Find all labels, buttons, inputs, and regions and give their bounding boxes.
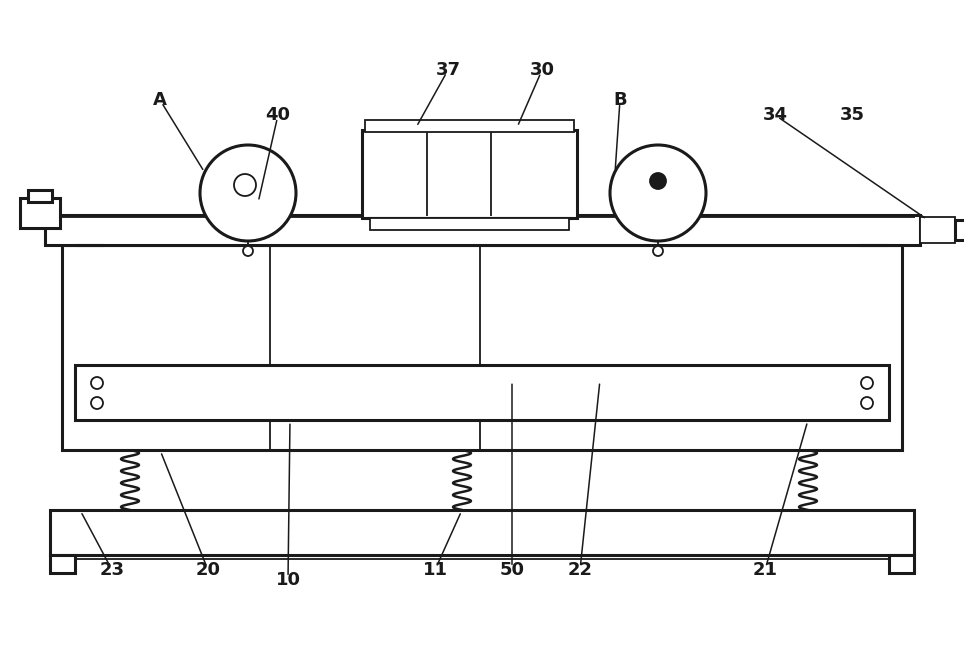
Bar <box>62 245 902 450</box>
Circle shape <box>861 377 873 389</box>
Circle shape <box>200 145 296 241</box>
Text: 37: 37 <box>436 61 461 79</box>
Text: A: A <box>153 91 167 109</box>
Text: B: B <box>613 91 627 109</box>
Circle shape <box>91 397 103 409</box>
Text: 11: 11 <box>422 561 447 579</box>
Bar <box>28 190 52 202</box>
Circle shape <box>653 246 663 256</box>
Bar <box>920 217 955 243</box>
Text: 10: 10 <box>276 571 301 589</box>
Circle shape <box>243 246 253 256</box>
Bar <box>45 215 920 245</box>
Bar <box>75 365 889 420</box>
Text: 21: 21 <box>753 561 778 579</box>
Bar <box>50 510 914 555</box>
Bar <box>50 555 75 573</box>
Text: 23: 23 <box>99 561 124 579</box>
Bar <box>362 130 577 218</box>
Text: 22: 22 <box>568 561 593 579</box>
Circle shape <box>91 377 103 389</box>
Bar <box>889 555 914 573</box>
Bar <box>370 218 569 230</box>
Text: 35: 35 <box>840 106 865 124</box>
Circle shape <box>861 397 873 409</box>
Bar <box>955 220 964 240</box>
Text: 40: 40 <box>265 106 290 124</box>
Circle shape <box>234 174 256 196</box>
Circle shape <box>650 173 666 189</box>
Text: 20: 20 <box>196 561 221 579</box>
Text: 50: 50 <box>499 561 524 579</box>
Text: 30: 30 <box>529 61 554 79</box>
Bar <box>20 198 60 228</box>
Text: 34: 34 <box>763 106 788 124</box>
Bar <box>365 120 574 132</box>
Circle shape <box>610 145 706 241</box>
